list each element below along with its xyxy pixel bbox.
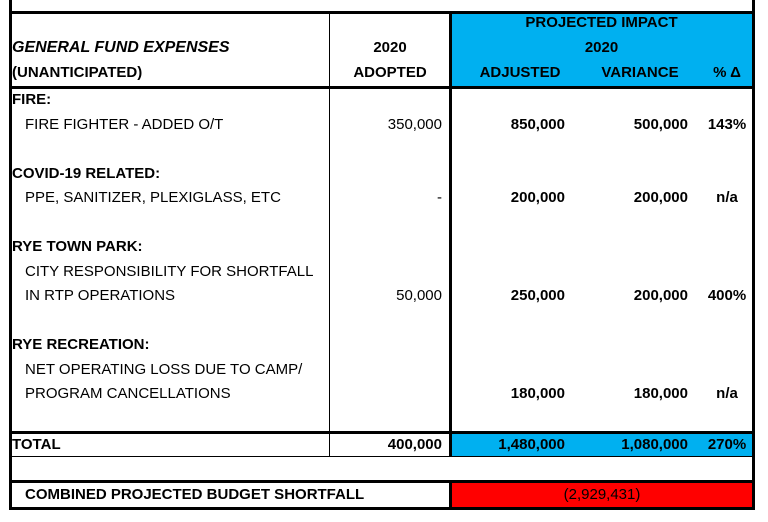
pct-value: n/a <box>716 385 738 402</box>
border <box>9 86 755 89</box>
border <box>449 481 452 509</box>
pct-value: n/a <box>716 189 738 206</box>
total-pct: 270% <box>707 436 747 453</box>
border <box>9 456 755 457</box>
pct-value: 143% <box>707 115 747 133</box>
border <box>9 507 755 510</box>
column-header: VARIANCE <box>601 64 679 81</box>
adjusted-value: 850,000 <box>510 115 565 133</box>
variance-value: 200,000 <box>633 189 688 206</box>
border <box>752 0 755 510</box>
shortfall-red <box>450 483 753 508</box>
item-text: IN RTP OPERATIONS <box>25 287 176 304</box>
total-adjusted: 1,480,000 <box>498 436 565 453</box>
border <box>329 12 330 457</box>
variance-value: 180,000 <box>633 385 688 402</box>
border <box>9 11 755 14</box>
adopted-label: ADOPTED <box>353 64 427 81</box>
item-text: CITY RESPONSIBILITY FOR SHORTFALL <box>25 262 314 280</box>
column-header: % Δ <box>713 64 741 81</box>
adjusted-value: 250,000 <box>510 287 565 304</box>
adopted-year: 2020 <box>373 39 407 56</box>
adopted-value: 350,000 <box>387 115 442 133</box>
section-heading: RYE TOWN PARK: <box>12 238 143 255</box>
variance-value: 200,000 <box>633 287 688 304</box>
variance-value: 500,000 <box>633 115 688 133</box>
total-variance: 1,080,000 <box>621 436 688 453</box>
border <box>449 12 452 457</box>
adjusted-value: 180,000 <box>510 385 565 402</box>
column-header: ADJUSTED <box>479 64 561 81</box>
adopted-value: 50,000 <box>396 287 442 304</box>
shortfall-label: COMBINED PROJECTED BUDGET SHORTFALL <box>25 486 365 503</box>
item-text: PPE, SANITIZER, PLEXIGLASS, ETC <box>25 189 281 206</box>
table-subtitle: (UNANTICIPATED) <box>12 64 143 81</box>
border <box>9 431 755 434</box>
section-heading: FIRE: <box>12 91 52 108</box>
total-adopted: 400,000 <box>387 436 442 453</box>
header-blue <box>450 12 753 87</box>
border <box>9 0 12 510</box>
adopted-value: - <box>437 189 442 206</box>
total-blue <box>450 432 753 457</box>
projected-year: 2020 <box>584 39 619 56</box>
table-title: GENERAL FUND EXPENSES <box>12 39 230 56</box>
shortfall-value: (2,929,431) <box>563 486 641 503</box>
pct-value: 400% <box>707 287 747 304</box>
adjusted-value: 200,000 <box>510 189 565 206</box>
item-text: FIRE FIGHTER - ADDED O/T <box>25 115 224 133</box>
item-text: NET OPERATING LOSS DUE TO CAMP/ <box>25 360 303 378</box>
section-heading: RYE RECREATION: <box>12 336 150 353</box>
projected-title: PROJECTED IMPACT <box>525 14 678 31</box>
item-text: PROGRAM CANCELLATIONS <box>25 385 231 402</box>
border <box>9 480 755 483</box>
total-label: TOTAL <box>12 436 61 453</box>
section-heading: COVID-19 RELATED: <box>12 164 161 182</box>
